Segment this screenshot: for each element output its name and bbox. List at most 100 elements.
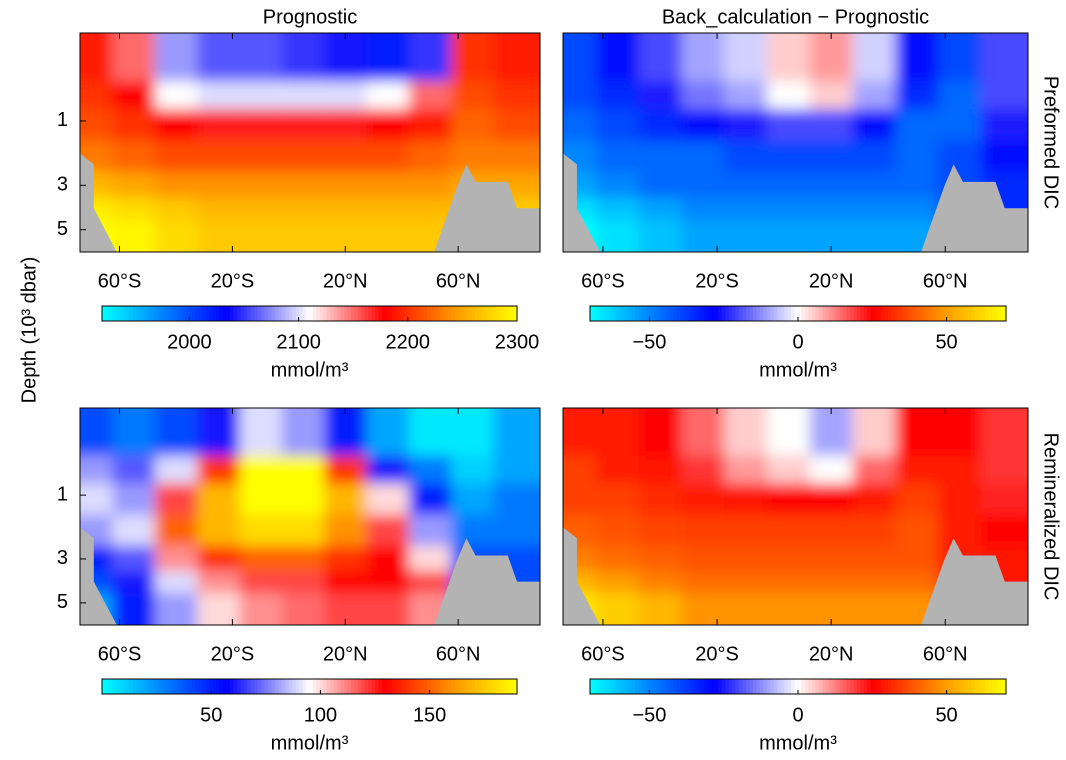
colorbar-swatch [603, 679, 608, 694]
colorbar-swatch [936, 306, 941, 321]
colorbar-swatch [136, 679, 141, 694]
colorbar-swatch [950, 679, 955, 694]
colorbar-swatch [891, 679, 896, 694]
colorbar-swatch [933, 306, 938, 321]
colorbar-swatch [295, 306, 300, 321]
colorbar-swatch [964, 306, 969, 321]
colorbar-swatch [420, 306, 425, 321]
contour-cell [366, 197, 410, 221]
contour-cell [809, 408, 854, 457]
contour-cell [595, 140, 640, 173]
colorbar-swatch [416, 679, 421, 694]
colorbar-swatch [409, 679, 414, 694]
colorbar-frame [101, 305, 518, 322]
y-tick-label: 1 [57, 109, 68, 131]
colorbar-swatch [648, 679, 653, 694]
colorbar-swatch [247, 679, 252, 694]
contour-cell [595, 514, 640, 547]
colorbar-swatch [416, 306, 421, 321]
colorbar-swatch [673, 679, 678, 694]
colorbar-swatch [742, 679, 747, 694]
colorbar-swatch [839, 306, 844, 321]
colorbar-swatch [223, 679, 228, 694]
contour-cell [852, 483, 896, 516]
colorbar-swatch [957, 306, 962, 321]
contour-cell [809, 483, 854, 516]
colorbar-swatch [185, 679, 190, 694]
contour-cell [408, 81, 452, 110]
contour-cell [366, 592, 410, 625]
plot-area [80, 408, 540, 625]
contour-cell [681, 408, 725, 457]
colorbar-swatch [922, 306, 927, 321]
contour-cell [895, 455, 939, 484]
contour-cell [493, 483, 540, 516]
colorbar-tick-label: 2300 [495, 331, 540, 353]
colorbar-swatch [919, 679, 924, 694]
colorbar-swatch [499, 306, 504, 321]
contour-cell [809, 545, 854, 572]
contour-cell [197, 592, 240, 625]
row-label: Preformed DIC [1040, 76, 1062, 209]
colorbar-swatch [288, 306, 293, 321]
contour-cell [366, 33, 410, 82]
colorbar-swatch [126, 306, 131, 321]
colorbar-swatch [766, 679, 771, 694]
colorbar-swatch [891, 306, 896, 321]
colorbar-swatch [458, 306, 463, 321]
colorbar-swatch [399, 306, 404, 321]
land-mask [921, 538, 1028, 625]
colorbar-swatch [940, 306, 945, 321]
colorbar-swatch [988, 306, 993, 321]
contour-cell [766, 545, 811, 572]
colorbar-swatch [254, 306, 259, 321]
contour-cell [638, 219, 682, 252]
colorbar-swatch [385, 306, 390, 321]
colorbar-swatch [499, 679, 504, 694]
contour-cell [408, 33, 452, 82]
colorbar-swatch [1002, 306, 1007, 321]
colorbar-swatch [777, 306, 782, 321]
y-axis-label: Depth (10³ dbar) [18, 257, 40, 404]
colorbar-swatch [960, 679, 965, 694]
colorbar-swatch [454, 306, 459, 321]
colorbar-swatch [881, 679, 886, 694]
colorbar-swatch [933, 679, 938, 694]
colorbar-swatch [357, 306, 362, 321]
colorbar-swatch [850, 306, 855, 321]
land-mask [434, 538, 540, 625]
contour-cell [895, 483, 939, 516]
colorbar-swatch [337, 679, 342, 694]
colorbar-swatch [475, 306, 480, 321]
colorbar-swatch [721, 679, 726, 694]
colorbar-label: mmol/m³ [759, 359, 837, 381]
contour-cell [197, 197, 240, 221]
colorbar-swatch [957, 679, 962, 694]
colorbar-swatch [912, 679, 917, 694]
contour-cell [324, 571, 367, 594]
contour-cell [724, 219, 768, 252]
colorbar-swatch [440, 679, 445, 694]
colorbar-label: mmol/m³ [759, 732, 837, 754]
colorbar-swatch [195, 306, 200, 321]
contour-cell [980, 455, 1028, 484]
contour-cell [239, 408, 283, 457]
colorbar-swatch [112, 306, 117, 321]
colorbar-swatch [413, 306, 418, 321]
colorbar-swatch [635, 679, 640, 694]
colorbar-swatch [725, 306, 730, 321]
colorbar-swatch [240, 679, 245, 694]
colorbar-swatch [209, 679, 214, 694]
colorbar-swatch [780, 679, 785, 694]
y-tick-label: 1 [57, 483, 68, 505]
contour-cell [895, 172, 939, 199]
colorbar-swatch [697, 679, 702, 694]
colorbar-swatch [243, 306, 248, 321]
contour-cell [239, 81, 283, 110]
contour-cell [852, 545, 896, 572]
colorbar-swatch [395, 679, 401, 694]
contour-cell [408, 172, 452, 199]
contour-cell [493, 140, 540, 173]
colorbar-swatch [102, 306, 107, 321]
